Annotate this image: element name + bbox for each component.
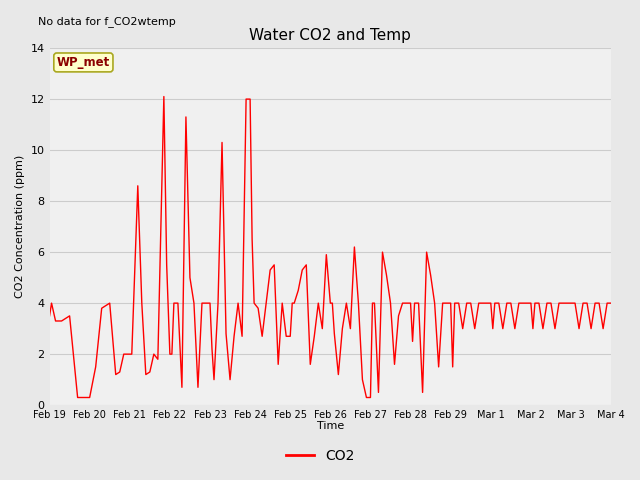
- Text: No data for f_CO2wtemp: No data for f_CO2wtemp: [38, 16, 176, 27]
- X-axis label: Time: Time: [317, 421, 344, 432]
- Text: WP_met: WP_met: [57, 56, 110, 69]
- Y-axis label: CO2 Concentration (ppm): CO2 Concentration (ppm): [15, 155, 25, 298]
- Legend: CO2: CO2: [280, 443, 360, 468]
- Title: Water CO2 and Temp: Water CO2 and Temp: [250, 28, 412, 43]
